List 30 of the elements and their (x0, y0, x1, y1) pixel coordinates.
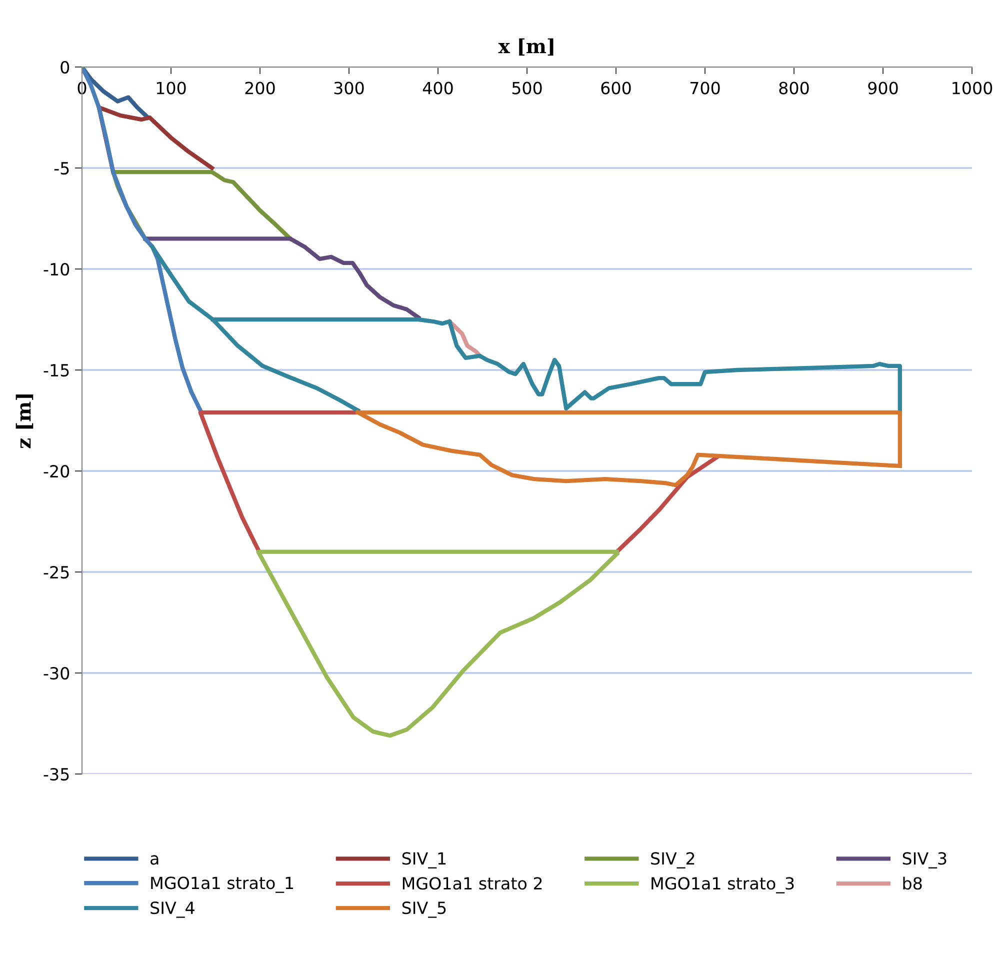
legend-label: SIV_1 (402, 852, 446, 868)
legend-label: SIV_5 (402, 902, 446, 918)
x-tick-label: 200 (245, 82, 275, 94)
legend-label: MGO1a1 strato 2 (402, 877, 542, 890)
y-tick-label: 0 (60, 60, 70, 74)
y-tick-label: -25 (44, 566, 69, 579)
legend-label: MGO1a1 strato_1 (151, 876, 294, 893)
y-tick-label: -20 (44, 464, 70, 478)
y-tick-label: -35 (44, 768, 69, 781)
y-axis-title: z [m] (16, 394, 34, 448)
x-axis-title: x [m] (498, 38, 554, 56)
x-tick-label: 100 (156, 82, 186, 94)
y-tick-label: -10 (44, 262, 70, 276)
x-tick-label: 700 (690, 82, 720, 94)
y-tick-label: -15 (44, 364, 69, 377)
x-tick-label: 900 (868, 82, 898, 94)
x-tick-label: 600 (601, 82, 631, 94)
y-tick-label: -5 (54, 162, 69, 175)
x-tick-label: 300 (334, 82, 364, 94)
legend-label: a (150, 855, 158, 865)
x-tick-label: 400 (422, 82, 453, 94)
legend-label: b8 (903, 876, 922, 890)
y-tick-label: -30 (44, 666, 70, 680)
legend-label: MGO1a1 strato_3 (652, 877, 794, 894)
x-tick-label: 500 (512, 82, 542, 94)
legend-label: SIV_2 (651, 852, 694, 868)
legend-label: SIV_4 (150, 902, 194, 918)
legend-label: SIV_3 (902, 852, 946, 868)
x-tick-label: 800 (779, 82, 809, 94)
x-tick-label: 1000 (952, 82, 992, 94)
